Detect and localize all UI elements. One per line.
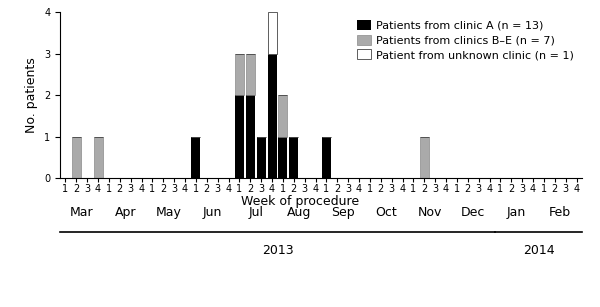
Bar — [289, 137, 298, 178]
Text: Aug: Aug — [287, 206, 311, 219]
Text: Sep: Sep — [331, 206, 355, 219]
Text: 2013: 2013 — [262, 244, 293, 257]
Bar — [278, 95, 287, 137]
Text: Nov: Nov — [418, 206, 442, 219]
Bar — [94, 137, 103, 178]
Text: Jun: Jun — [203, 206, 222, 219]
Text: Jul: Jul — [248, 206, 263, 219]
Bar — [322, 137, 331, 178]
Text: 2014: 2014 — [523, 244, 554, 257]
Bar — [235, 54, 244, 95]
Bar — [257, 137, 266, 178]
Text: Jan: Jan — [507, 206, 526, 219]
Bar — [246, 95, 255, 178]
Bar — [72, 137, 81, 178]
Bar — [235, 95, 244, 178]
Text: May: May — [156, 206, 182, 219]
Bar — [246, 54, 255, 95]
Bar — [278, 137, 287, 178]
Bar — [268, 54, 277, 178]
Text: Dec: Dec — [461, 206, 485, 219]
Text: Week of procedure: Week of procedure — [241, 195, 359, 208]
Bar — [420, 137, 429, 178]
Text: Oct: Oct — [376, 206, 397, 219]
Text: Mar: Mar — [70, 206, 94, 219]
Text: Feb: Feb — [549, 206, 571, 219]
Text: Apr: Apr — [115, 206, 136, 219]
Bar — [191, 137, 200, 178]
Y-axis label: No. patients: No. patients — [25, 57, 38, 133]
Bar — [268, 12, 277, 54]
Legend: Patients from clinic A (n = 13), Patients from clinics B–E (n = 7), Patient from: Patients from clinic A (n = 13), Patient… — [355, 18, 577, 62]
